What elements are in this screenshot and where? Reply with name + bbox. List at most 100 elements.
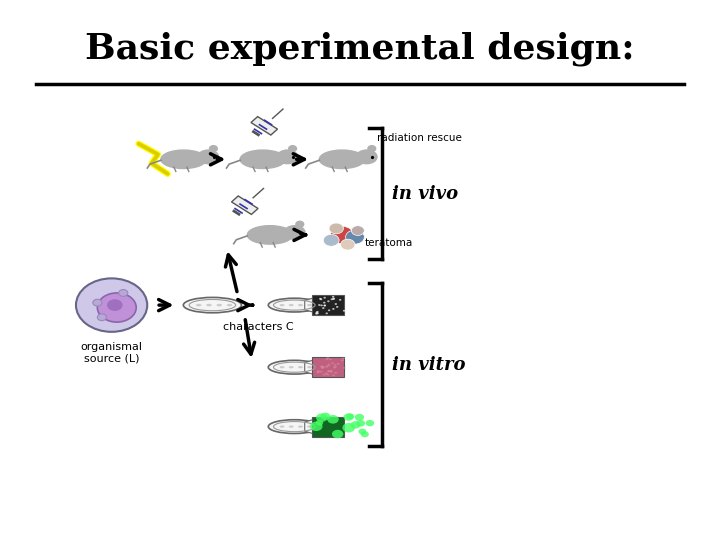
Circle shape (355, 414, 364, 421)
Ellipse shape (307, 366, 312, 368)
Ellipse shape (326, 357, 330, 359)
Ellipse shape (284, 226, 305, 239)
Circle shape (318, 304, 320, 306)
Ellipse shape (279, 304, 284, 306)
Circle shape (315, 313, 318, 315)
Circle shape (323, 305, 326, 307)
Polygon shape (305, 420, 312, 434)
Ellipse shape (298, 304, 303, 306)
Ellipse shape (325, 366, 328, 368)
Ellipse shape (328, 370, 330, 372)
Ellipse shape (327, 365, 330, 367)
Circle shape (332, 296, 334, 298)
Ellipse shape (330, 370, 333, 372)
Circle shape (346, 414, 354, 419)
Ellipse shape (269, 360, 320, 374)
Ellipse shape (198, 150, 219, 164)
Circle shape (328, 309, 330, 311)
Circle shape (320, 299, 323, 300)
Ellipse shape (248, 226, 292, 244)
Circle shape (315, 312, 318, 314)
Circle shape (343, 413, 354, 421)
Circle shape (323, 234, 339, 246)
Circle shape (97, 293, 136, 322)
Ellipse shape (330, 371, 333, 373)
Ellipse shape (320, 366, 323, 367)
Text: in vitro: in vitro (392, 355, 466, 374)
Ellipse shape (334, 366, 337, 368)
Ellipse shape (296, 221, 304, 227)
Ellipse shape (320, 366, 323, 368)
Circle shape (332, 308, 335, 310)
Bar (312, 416, 344, 437)
Circle shape (333, 298, 335, 299)
Circle shape (325, 313, 328, 314)
Ellipse shape (289, 366, 294, 368)
Ellipse shape (333, 364, 336, 366)
Text: teratoma: teratoma (365, 238, 413, 248)
Circle shape (327, 300, 330, 302)
Polygon shape (251, 117, 277, 135)
Ellipse shape (328, 363, 330, 366)
Polygon shape (232, 196, 258, 214)
Circle shape (359, 429, 366, 435)
Ellipse shape (332, 375, 335, 376)
Ellipse shape (326, 374, 329, 376)
Ellipse shape (325, 359, 328, 360)
Ellipse shape (356, 150, 377, 164)
Ellipse shape (277, 150, 298, 164)
Ellipse shape (323, 374, 325, 376)
Circle shape (330, 299, 333, 300)
Ellipse shape (341, 357, 345, 360)
Bar (312, 295, 344, 315)
Circle shape (341, 239, 355, 250)
Ellipse shape (210, 146, 217, 152)
Circle shape (76, 278, 148, 332)
Circle shape (119, 289, 128, 296)
Ellipse shape (317, 370, 320, 372)
Ellipse shape (341, 360, 344, 361)
Ellipse shape (184, 298, 241, 313)
Ellipse shape (289, 304, 294, 306)
Ellipse shape (321, 367, 324, 369)
Ellipse shape (320, 150, 365, 168)
Ellipse shape (327, 370, 330, 372)
Circle shape (346, 230, 364, 244)
Ellipse shape (331, 362, 334, 364)
Circle shape (343, 310, 346, 312)
Ellipse shape (279, 366, 284, 368)
Ellipse shape (298, 366, 303, 368)
Ellipse shape (343, 367, 346, 369)
Circle shape (361, 431, 369, 437)
Ellipse shape (320, 370, 323, 373)
Ellipse shape (368, 146, 376, 152)
Ellipse shape (333, 367, 336, 368)
Ellipse shape (196, 304, 202, 306)
Text: characters C: characters C (223, 322, 294, 333)
Circle shape (332, 430, 343, 438)
Circle shape (319, 298, 322, 300)
Text: Basic experimental design:: Basic experimental design: (85, 31, 635, 66)
Ellipse shape (322, 366, 325, 368)
Circle shape (322, 307, 325, 309)
Ellipse shape (289, 426, 294, 428)
Circle shape (310, 422, 323, 431)
Ellipse shape (329, 359, 332, 360)
Circle shape (339, 299, 341, 301)
Circle shape (327, 415, 338, 423)
Ellipse shape (307, 426, 312, 428)
Ellipse shape (269, 420, 320, 434)
Polygon shape (305, 298, 312, 312)
Circle shape (107, 299, 122, 311)
Ellipse shape (316, 372, 320, 373)
Circle shape (329, 223, 343, 234)
Circle shape (315, 420, 323, 426)
Circle shape (323, 297, 326, 299)
Circle shape (316, 414, 328, 422)
Circle shape (333, 298, 335, 300)
Circle shape (330, 226, 354, 244)
Circle shape (323, 302, 325, 303)
Circle shape (320, 305, 323, 306)
Ellipse shape (337, 363, 340, 364)
Polygon shape (305, 360, 312, 374)
